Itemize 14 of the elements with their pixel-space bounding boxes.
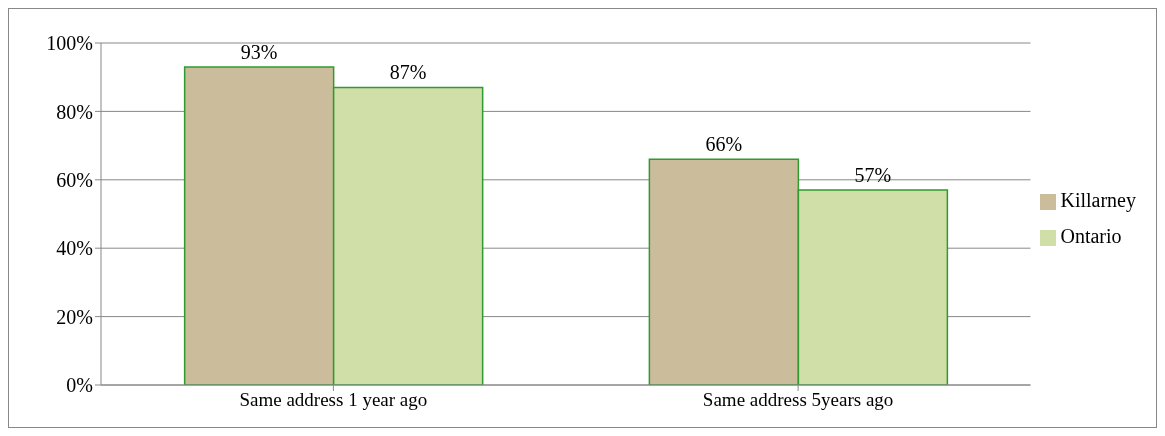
y-tick-label: 40% (56, 237, 93, 260)
y-tick-label: 0% (66, 374, 93, 397)
y-tick-label: 60% (56, 168, 93, 191)
x-tick-label: Same address 1 year ago (239, 389, 428, 411)
text: 57% (854, 164, 892, 187)
text: 87% (389, 61, 427, 84)
y-tick-label: 80% (56, 100, 93, 123)
text: 66% (705, 133, 743, 156)
y-tick-label: 20% (56, 305, 93, 328)
legend-label: Killarney (1060, 189, 1136, 211)
legend-label: Ontario (1060, 225, 1122, 247)
y-tick-label: 100% (46, 32, 93, 55)
text: 93% (240, 40, 278, 63)
x-tick-label: Same address 5years ago (702, 389, 894, 411)
